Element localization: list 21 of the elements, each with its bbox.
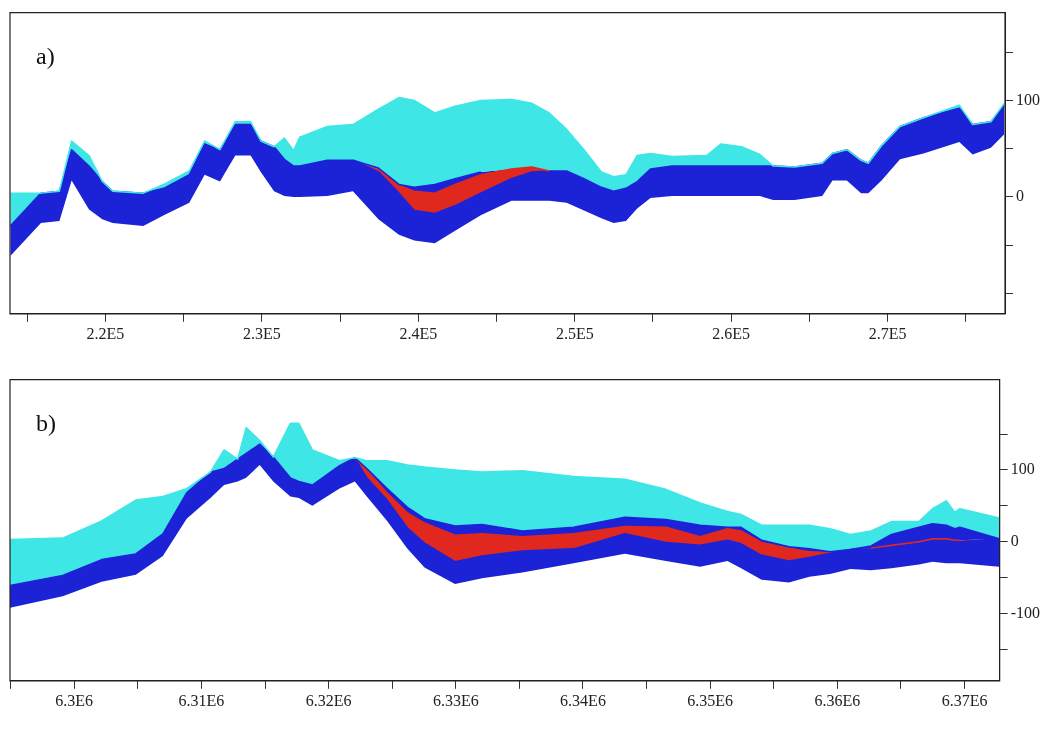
x-tick-label: 6.31E6 (178, 691, 225, 709)
x-tick-label: 2.3E5 (242, 324, 281, 342)
x-tick-label: 2.2E5 (86, 324, 125, 342)
x-tick-label: 6.35E6 (687, 691, 734, 709)
x-tick-label: 2.6E5 (712, 324, 751, 342)
x-tick-label: 6.33E6 (432, 691, 479, 709)
y-tick-label: 0 (1010, 531, 1019, 549)
y-tick-label: 100 (1010, 460, 1035, 478)
x-tick-label: 2.7E5 (868, 324, 907, 342)
y-tick-label: -100 (1010, 603, 1040, 621)
text: b) (36, 409, 56, 436)
text: a) (36, 42, 55, 69)
x-tick-label: 6.36E6 (814, 691, 861, 709)
x-tick-label: 6.37E6 (941, 691, 988, 709)
x-tick-label: 6.3E6 (55, 691, 94, 709)
x-tick-label: 6.32E6 (305, 691, 352, 709)
x-tick-label: 6.34E6 (560, 691, 606, 709)
y-tick-label: 0 (1016, 187, 1024, 205)
x-tick-label: 2.4E5 (399, 324, 438, 342)
x-tick-label: 2.5E5 (555, 324, 594, 342)
y-tick-label: 100 (1016, 90, 1040, 108)
